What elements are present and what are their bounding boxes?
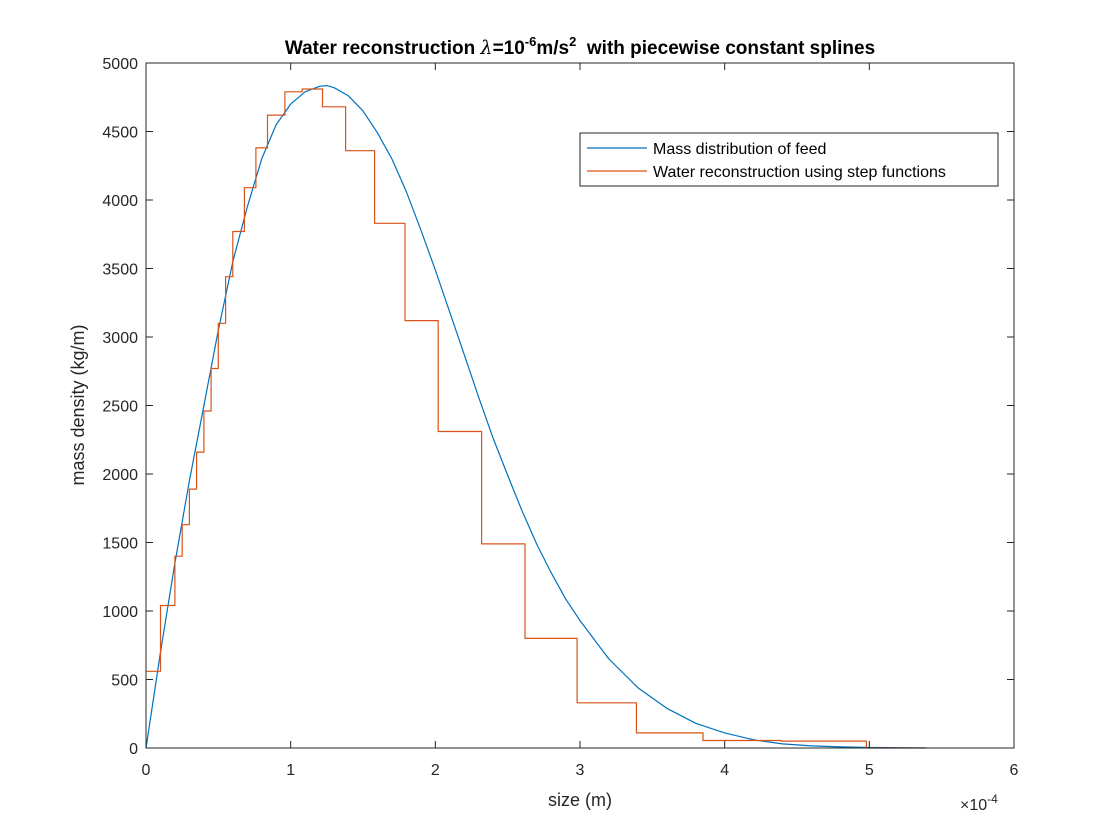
axes-layer: 0 1 2 3 4 5 6 0 500 1000 1500 2000 2500 3000 3500 4000 4… <box>102 56 1018 779</box>
x-multiplier-exponent: -4 <box>987 792 998 806</box>
chart-title: Water reconstruction λ=10-6m/s2 with pie… <box>285 34 875 59</box>
legend-label-feed: Mass distribution of feed <box>653 141 826 158</box>
series-layer <box>145 85 928 749</box>
title-prefix: Water reconstruction <box>285 38 481 59</box>
y-tick-label: 2000 <box>102 467 138 484</box>
y-tick-label: 0 <box>129 741 138 758</box>
series-line-reconstruction <box>146 88 925 749</box>
x-tick-label: 5 <box>865 762 874 779</box>
x-tick-label: 2 <box>431 762 440 779</box>
title-equals: =10 <box>493 38 525 59</box>
y-tick-label: 1000 <box>102 604 138 621</box>
x-tick-label: 3 <box>576 762 585 779</box>
title-unit-exponent: 2 <box>569 34 576 49</box>
x-tick-label: 0 <box>142 762 151 779</box>
y-tick-label: 5000 <box>102 56 138 73</box>
series-line-feed <box>145 85 928 749</box>
title-suffix: with piecewise constant splines <box>576 38 875 59</box>
title-lambda: λ <box>480 37 493 59</box>
x-multiplier-base: ×10 <box>960 797 987 814</box>
legend-label-reconstruction: Water reconstruction using step function… <box>653 164 946 181</box>
y-axis-label: mass density (kg/m) <box>68 324 88 485</box>
title-unit: m/s <box>536 38 569 59</box>
y-tick-label: 3500 <box>102 262 138 279</box>
y-tick-label: 1500 <box>102 536 138 553</box>
y-tick-label: 2500 <box>102 399 138 416</box>
title-exponent: -6 <box>525 34 537 49</box>
x-tick-label: 4 <box>720 762 729 779</box>
x-axis-multiplier: ×10-4 <box>960 792 998 814</box>
x-axis-label: size (m) <box>548 790 612 810</box>
y-tick-label: 3000 <box>102 330 138 347</box>
y-tick-label: 4500 <box>102 125 138 142</box>
legend: Mass distribution of feed Water reconstr… <box>579 132 999 187</box>
x-tick-label: 1 <box>286 762 295 779</box>
legend-box <box>579 132 999 187</box>
y-tick-label: 500 <box>111 673 138 690</box>
y-tick-label: 4000 <box>102 193 138 210</box>
x-tick-label: 6 <box>1010 762 1019 779</box>
